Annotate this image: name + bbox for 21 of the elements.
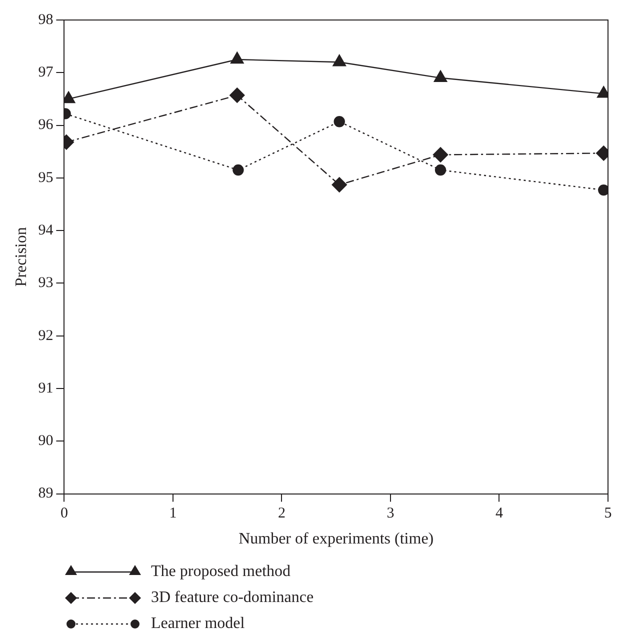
y-tick-label: 94 [38, 222, 54, 239]
y-tick-label: 92 [38, 328, 54, 344]
y-tick-label: 96 [38, 117, 54, 134]
x-tick-label: 4 [495, 506, 504, 522]
y-tick-label: 95 [38, 170, 54, 186]
x-tick-label: 5 [604, 506, 612, 522]
legend-label: Learner model [151, 615, 245, 633]
y-axis-title: Precision [12, 227, 30, 287]
y-tick-label: 93 [38, 275, 54, 292]
x-tick-label: 2 [278, 506, 286, 522]
x-tick-label: 1 [169, 506, 177, 522]
y-tick-label: 97 [38, 64, 54, 81]
y-tick-label: 91 [38, 380, 54, 396]
legend-label: 3D feature co-dominance [151, 589, 314, 607]
legend-label: The proposed method [151, 563, 291, 581]
y-tick-label: 89 [38, 486, 54, 502]
x-axis-title: Number of experiments (time) [238, 530, 434, 548]
y-tick-label: 98 [38, 12, 54, 28]
x-tick-label: 3 [386, 506, 394, 522]
y-tick-label: 90 [38, 433, 54, 450]
x-tick-label: 0 [60, 506, 68, 522]
